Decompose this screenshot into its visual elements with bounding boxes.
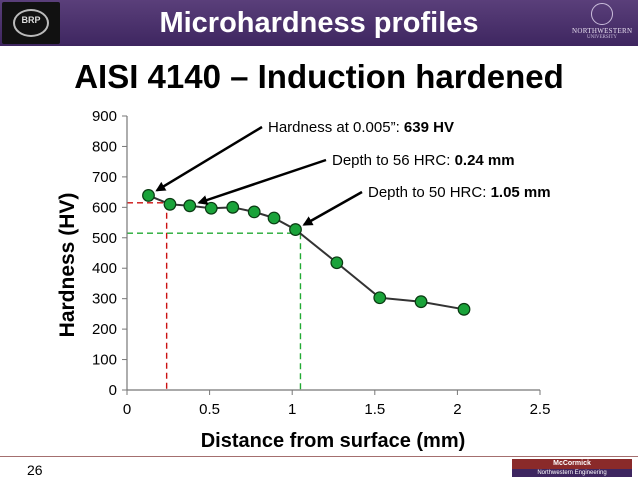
annotation-label: Depth to 56 HRC: — [332, 152, 455, 169]
y-tick-label: 600 — [92, 199, 117, 216]
y-tick-label: 700 — [92, 169, 117, 186]
annotation-arrow — [155, 125, 263, 192]
data-point — [183, 199, 197, 213]
x-tick-label: 0 — [123, 401, 131, 418]
annotation-value: 0.24 mm — [455, 152, 515, 169]
data-point — [414, 295, 428, 309]
y-tick-label: 300 — [92, 291, 117, 308]
y-tick-label: 800 — [92, 138, 117, 155]
data-point — [226, 200, 240, 214]
annotation-text: Depth to 56 HRC: 0.24 mm — [332, 152, 515, 169]
y-tick-label: 200 — [92, 321, 117, 338]
annotation-arrow — [302, 190, 363, 226]
northwestern-logo-line2: UNIVERSITY — [587, 35, 617, 40]
data-point — [330, 256, 344, 270]
northwestern-logo-line1: NORTHWESTERN — [572, 27, 633, 35]
slide-title: AISI 4140 – Induction hardened — [74, 58, 564, 95]
x-tick-label: 1 — [288, 401, 296, 418]
seal-icon — [591, 3, 613, 25]
footer-divider — [0, 456, 638, 457]
x-tick-label: 2.5 — [530, 401, 551, 418]
mccormick-logo: McCormick — [512, 459, 632, 469]
data-point — [163, 197, 177, 211]
header-bar: BRP Microhardness profiles NORTHWESTERN … — [0, 0, 638, 46]
series-line — [148, 194, 465, 311]
northwestern-logo: NORTHWESTERN UNIVERSITY — [572, 3, 632, 43]
data-point — [204, 201, 218, 215]
annotation-label: Depth to 50 HRC: — [368, 184, 491, 201]
y-tick-label: 100 — [92, 352, 117, 369]
brp-logo: BRP — [2, 2, 60, 44]
annotation-text: Depth to 50 HRC: 1.05 mm — [368, 184, 551, 201]
mccormick-logo-subtitle: Northwestern Engineering — [512, 469, 632, 477]
page-number: 26 — [27, 462, 43, 478]
data-point — [247, 205, 261, 219]
y-tick-label: 0 — [109, 382, 117, 399]
x-tick-label: 2 — [453, 401, 461, 418]
header-title: Microhardness profiles — [159, 7, 479, 39]
data-point — [267, 211, 281, 225]
x-axis-label: Distance from surface (mm) — [201, 430, 466, 452]
y-tick-label: 900 — [92, 108, 117, 125]
brp-logo-text: BRP — [21, 15, 41, 25]
y-axis-label: Hardness (HV) — [56, 193, 79, 338]
y-tick-label: 400 — [92, 260, 117, 277]
annotation-text: Hardness at 0.005”: 639 HV — [268, 119, 454, 136]
annotation-value: 639 HV — [404, 119, 454, 136]
data-point — [142, 189, 155, 202]
data-point — [289, 223, 302, 236]
annotation-arrow — [197, 158, 327, 205]
data-point — [373, 291, 387, 305]
x-tick-label: 1.5 — [364, 401, 385, 418]
x-tick-label: 0.5 — [199, 401, 220, 418]
annotation-value: 1.05 mm — [491, 184, 551, 201]
data-point — [457, 302, 471, 316]
annotation-label: Hardness at 0.005”: — [268, 119, 404, 136]
y-tick-label: 500 — [92, 230, 117, 247]
